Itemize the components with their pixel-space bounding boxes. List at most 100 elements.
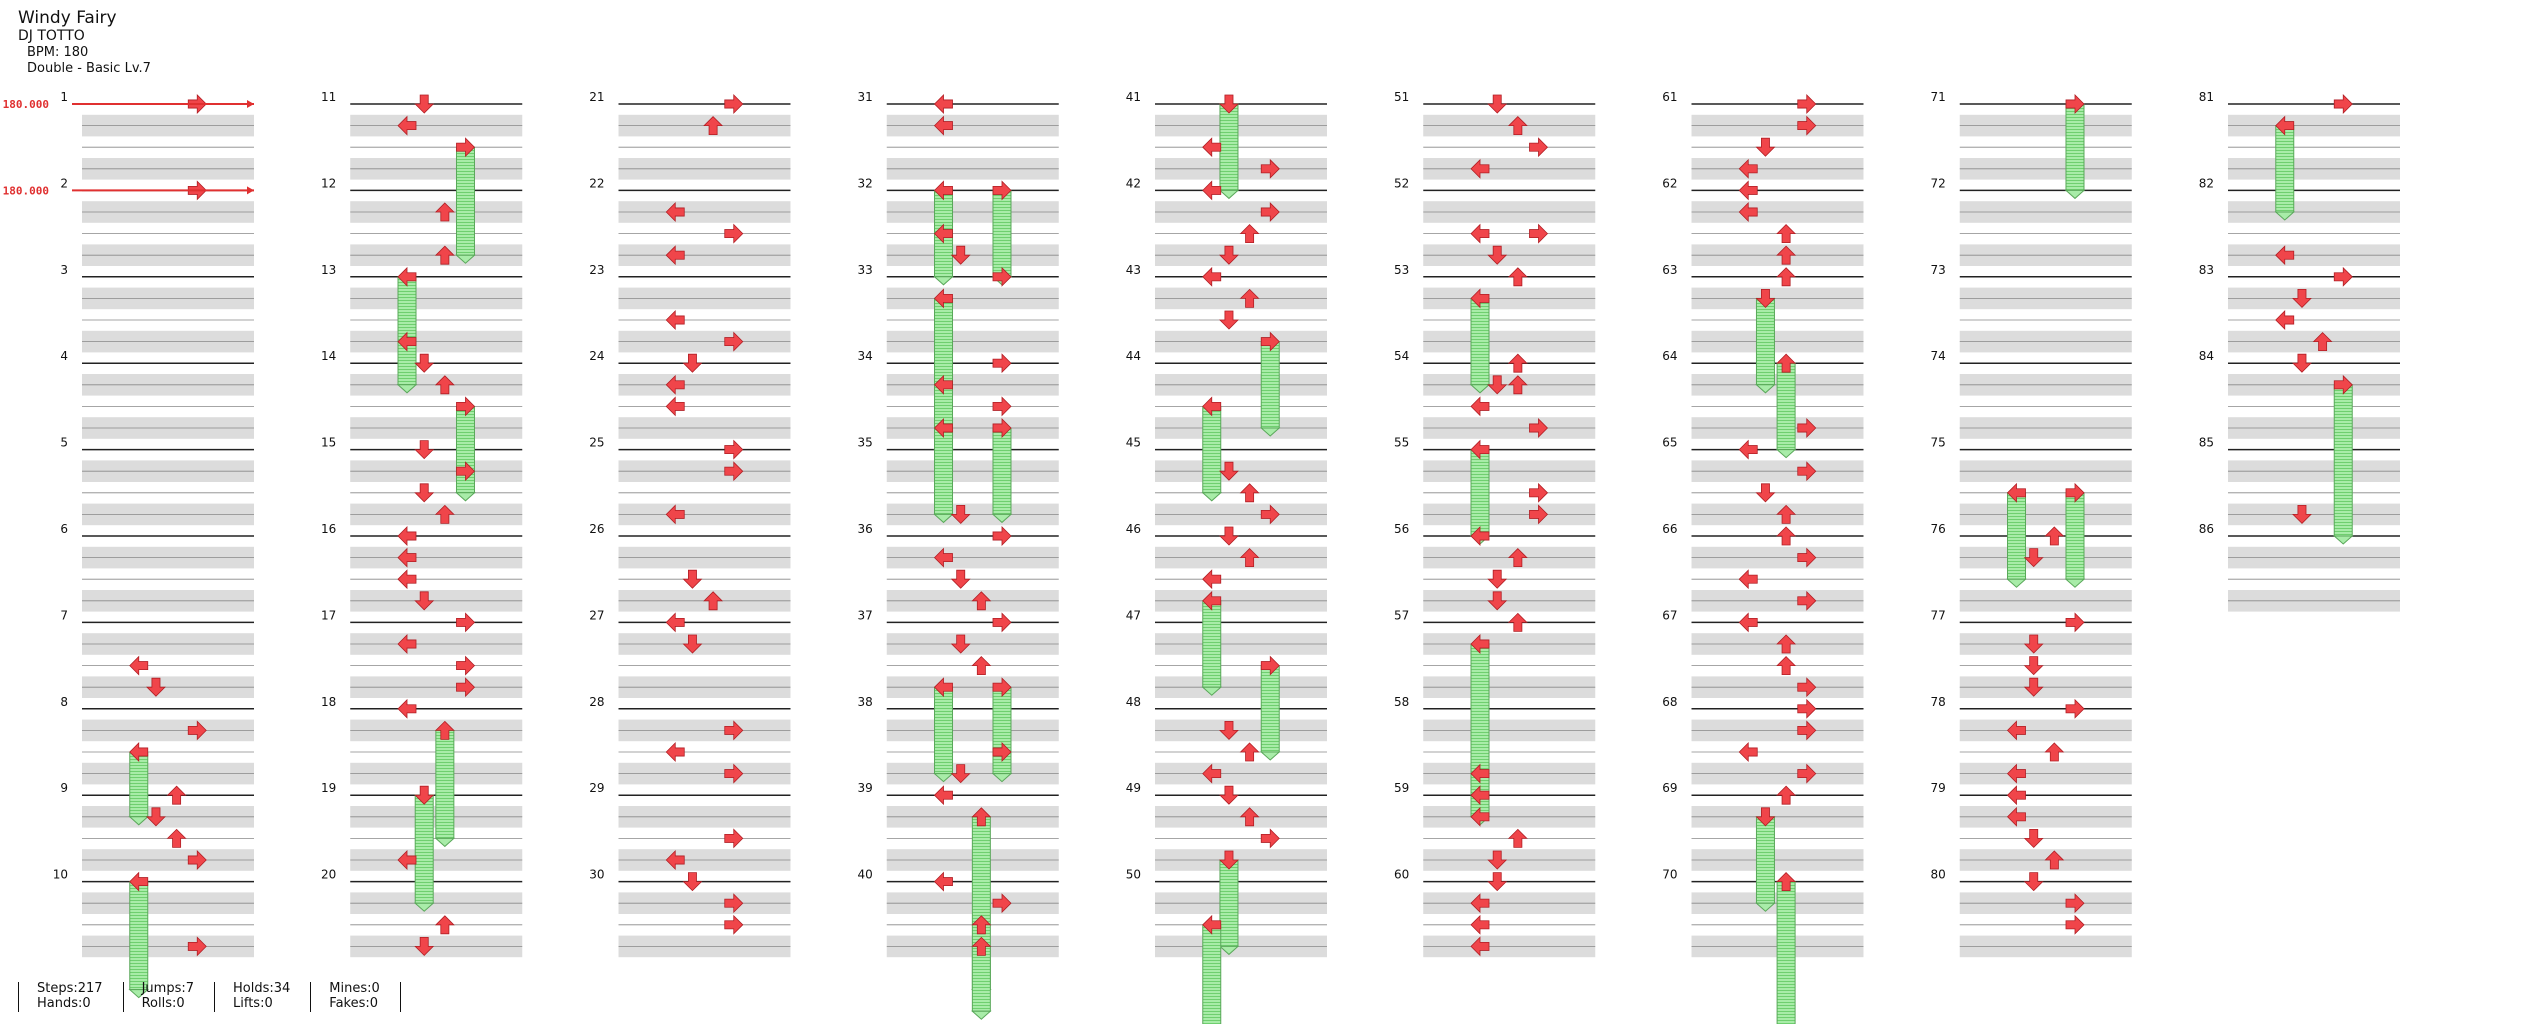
- measure-number: 49: [1126, 781, 1141, 795]
- measure-number: 58: [1394, 695, 1409, 709]
- measure-number: 38: [857, 695, 872, 709]
- arrow-shape: [1507, 116, 1528, 135]
- arrow-down-icon: [2023, 677, 2044, 697]
- measure-number: 25: [589, 436, 604, 450]
- arrow-shape: [434, 202, 455, 222]
- hold-right: [455, 405, 476, 502]
- arrow-down-icon: [1218, 310, 1239, 330]
- arrow-shape: [1507, 548, 1528, 567]
- arrow-up-icon: [971, 807, 992, 827]
- arrow-shape: [1797, 461, 1817, 482]
- arrow-shape: [456, 655, 476, 676]
- arrow-shape: [1202, 590, 1222, 611]
- measure-61: [1691, 103, 1864, 180]
- hold-body: [1755, 297, 1775, 386]
- arrow-left-icon: [933, 288, 953, 309]
- hold-down: [1218, 103, 1240, 200]
- hold-body: [435, 729, 455, 839]
- arrow-left-icon: [397, 569, 417, 590]
- arrow-left-icon: [1738, 742, 1758, 762]
- arrow-shape: [2065, 612, 2085, 633]
- measure-number: 80: [1930, 868, 1945, 882]
- hold-tail: [1201, 492, 1223, 502]
- arrow-shape: [397, 698, 417, 719]
- arrow-left-icon: [129, 871, 149, 892]
- arrow-left-icon: [2006, 720, 2026, 741]
- arrow-down-icon: [414, 937, 435, 956]
- measure-number: 82: [2199, 176, 2214, 190]
- arrow-left-icon: [1470, 439, 1490, 460]
- measure-3: [82, 276, 254, 353]
- arrow-down-icon: [414, 353, 435, 373]
- measure-number: 46: [1126, 522, 1141, 536]
- measure-81: [2228, 103, 2400, 180]
- measure-number: 56: [1394, 522, 1409, 536]
- arrow-down-icon: [2023, 829, 2044, 848]
- hold-body: [934, 686, 954, 775]
- arrow-shape: [434, 915, 455, 935]
- arrow-shape: [1487, 245, 1508, 265]
- hold-tail: [971, 1010, 992, 1020]
- measure-32: [886, 189, 1059, 266]
- arrow-left-icon: [933, 115, 953, 136]
- arrow-right-icon: [456, 137, 476, 158]
- arrow-down-icon: [950, 245, 971, 265]
- measure-35: [886, 448, 1059, 526]
- hold-body: [2333, 384, 2353, 537]
- arrow-shape: [724, 461, 744, 482]
- hold-left: [1201, 600, 1223, 696]
- arrow-right-icon: [992, 893, 1012, 914]
- measure-66: [1691, 535, 1864, 612]
- arrow-down-icon: [414, 94, 435, 114]
- arrow-shape: [2023, 677, 2044, 697]
- arrow-up-icon: [1507, 116, 1528, 135]
- arrow-shape: [1738, 180, 1758, 201]
- hold-body: [1755, 816, 1775, 904]
- arrow-up-icon: [1239, 483, 1260, 503]
- hold-body: [1470, 297, 1490, 386]
- arrow-shape: [1470, 936, 1490, 957]
- measure-number: 27: [589, 608, 604, 622]
- arrow-down-icon: [414, 483, 435, 503]
- arrow-left-icon: [1470, 914, 1490, 935]
- measure-10: [82, 880, 254, 958]
- measure-80: [1959, 880, 2132, 958]
- arrow-left-icon: [2006, 806, 2026, 827]
- measure-25: [618, 448, 791, 526]
- stats-group: Holds:34 Lifts:0: [214, 981, 310, 1012]
- arrow-shape: [1202, 763, 1222, 784]
- measure-43: [1155, 276, 1327, 353]
- arrow-shape: [1239, 548, 1260, 567]
- arrow-right-icon: [2333, 94, 2353, 114]
- arrow-shape: [1470, 893, 1490, 914]
- measure-53: [1423, 276, 1596, 353]
- arrow-left-icon: [933, 547, 953, 568]
- arrow-down-icon: [2291, 353, 2312, 373]
- arrow-shape: [971, 915, 992, 935]
- measure-13: [350, 276, 523, 353]
- arrow-left-icon: [397, 526, 417, 546]
- arrow-shape: [1529, 137, 1549, 158]
- hold-right: [2064, 492, 2086, 588]
- measure-28: [618, 708, 791, 785]
- arrow-shape: [1218, 721, 1239, 740]
- arrow-right-icon: [1797, 763, 1817, 784]
- arrow-right-icon: [992, 396, 1012, 417]
- arrow-down-icon: [950, 569, 971, 589]
- measure-42: [1155, 189, 1327, 266]
- arrow-right-icon: [1797, 590, 1817, 611]
- arrow-shape: [1202, 137, 1222, 158]
- arrow-shape: [1202, 180, 1222, 201]
- arrow-left-icon: [397, 115, 417, 136]
- arrow-right-icon: [1529, 137, 1549, 158]
- measure-number: 57: [1394, 608, 1409, 622]
- arrow-up-icon: [1507, 612, 1528, 632]
- arrow-down-icon: [682, 569, 703, 589]
- arrow-left-icon: [397, 266, 417, 287]
- arrow-left-icon: [397, 850, 417, 870]
- arrow-shape: [456, 677, 476, 698]
- arrow-shape: [1470, 223, 1490, 244]
- measure-number: 70: [1662, 868, 1677, 882]
- arrow-shape: [665, 310, 685, 330]
- hold-body: [414, 794, 434, 904]
